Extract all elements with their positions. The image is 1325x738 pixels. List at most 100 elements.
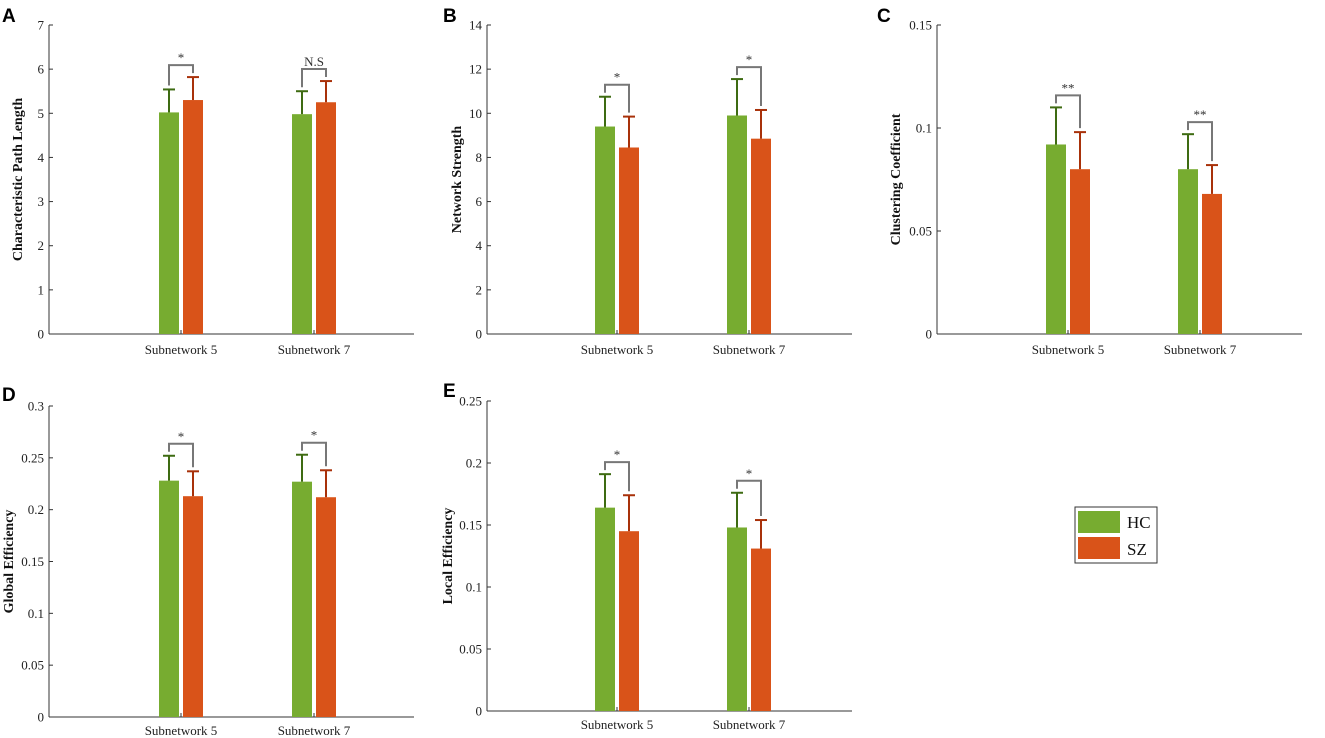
x-tick-label: Subnetwork 7	[713, 717, 786, 732]
y-tick-label: 1	[38, 282, 45, 297]
legend-swatch-sz	[1078, 537, 1120, 559]
bar-sz	[316, 102, 336, 334]
significance-label: *	[746, 466, 753, 481]
significance-bracket	[168, 442, 194, 468]
significance-label: *	[178, 429, 185, 444]
y-tick-label: 0.05	[21, 658, 44, 673]
x-tick-label: Subnetwork 5	[145, 342, 218, 357]
y-tick-label: 0	[926, 327, 933, 342]
y-axis-title: Global Efficiency	[2, 510, 17, 614]
bar-hc	[595, 507, 615, 711]
significance-label: *	[178, 50, 185, 65]
bar-hc	[292, 481, 312, 717]
bar-sz	[1202, 193, 1222, 334]
bar-hc	[727, 527, 747, 711]
panel-b: B 0 2 4 6 8 10 12 14 Network Strength Subnetwork 5…	[443, 6, 852, 357]
y-axis-title: Network Strength	[450, 126, 465, 234]
y-tick-label: 6	[476, 194, 483, 209]
panel-letter-d: D	[2, 385, 16, 406]
y-tick-label: 0.05	[909, 224, 932, 239]
y-tick-label: 0.15	[459, 518, 482, 533]
bar-sz	[751, 138, 771, 334]
bar-hc	[159, 112, 179, 334]
x-tick-label: Subnetwork 5	[1032, 342, 1105, 357]
y-tick-label: 0.2	[466, 456, 482, 471]
panel-e: E 0 0.05 0.1 0.15 0.2 0.25 Local Efficiency Subn…	[441, 381, 852, 732]
y-tick-label: 0	[476, 327, 483, 342]
y-tick-label: 0	[476, 704, 483, 719]
panel-d: D 0 0.05 0.1 0.15 0.2 0.25 0.3 Global Efficiency…	[2, 385, 414, 738]
significance-bracket	[301, 68, 327, 88]
significance-label: *	[311, 428, 318, 443]
panel-letter-c: C	[877, 6, 891, 27]
panel-letter-a: A	[2, 6, 16, 27]
y-tick-label: 0.15	[21, 554, 44, 569]
significance-bracket	[1187, 121, 1213, 162]
panel-c: C 0 0.05 0.1 0.15 Clustering Coefficient Subne…	[877, 6, 1302, 357]
significance-bracket	[168, 64, 194, 86]
bar-hc	[727, 115, 747, 334]
bar-hc	[1046, 144, 1066, 334]
legend: HC SZ	[1074, 506, 1158, 564]
x-tick-label: Subnetwork 7	[278, 342, 351, 357]
y-axis-title: Characteristic Path Length	[11, 98, 26, 262]
x-tick-label: Subnetwork 5	[581, 717, 654, 732]
bar-sz	[751, 548, 771, 711]
y-tick-label: 0.1	[28, 606, 44, 621]
y-tick-label: 0.2	[28, 502, 44, 517]
significance-label: *	[614, 70, 621, 85]
y-tick-label: 4	[476, 238, 483, 253]
y-tick-label: 5	[38, 106, 45, 121]
bar-sz	[183, 496, 203, 717]
bar-sz	[619, 147, 639, 334]
x-tick-label: Subnetwork 7	[713, 342, 786, 357]
bar-hc	[159, 480, 179, 717]
y-tick-label: 7	[38, 18, 45, 33]
y-tick-label: 2	[38, 238, 45, 253]
y-tick-label: 12	[469, 62, 482, 77]
significance-bracket	[736, 479, 762, 517]
y-tick-label: 3	[38, 194, 45, 209]
x-tick-label: Subnetwork 5	[145, 723, 218, 738]
significance-label: *	[614, 447, 621, 462]
significance-bracket	[604, 83, 630, 113]
significance-label: **	[1062, 80, 1075, 95]
y-axis-title: Local Efficiency	[441, 508, 456, 605]
y-tick-label: 14	[469, 18, 483, 33]
bar-sz	[316, 497, 336, 717]
significance-bracket	[604, 461, 630, 492]
y-axis-title: Clustering Coefficient	[889, 113, 904, 245]
y-tick-label: 8	[476, 150, 483, 165]
y-tick-label: 6	[38, 62, 45, 77]
panel-letter-e: E	[443, 381, 456, 402]
y-tick-label: 10	[469, 106, 482, 121]
significance-label: N.S	[304, 54, 324, 69]
panel-a: A 0 1 2 3 4 5 6 7 Characteristic Path Length Subne…	[2, 6, 414, 357]
y-tick-label: 0	[38, 327, 45, 342]
bar-hc	[595, 126, 615, 335]
legend-label-hc: HC	[1127, 513, 1151, 532]
y-tick-label: 0.15	[909, 18, 932, 33]
y-tick-label: 0.1	[916, 121, 932, 136]
y-tick-label: 0.05	[459, 642, 482, 657]
panel-letter-b: B	[443, 6, 457, 27]
y-tick-label: 4	[38, 150, 45, 165]
x-tick-label: Subnetwork 7	[278, 723, 351, 738]
y-tick-label: 0.3	[28, 399, 44, 414]
legend-swatch-hc	[1078, 511, 1120, 533]
bar-hc	[292, 114, 312, 334]
bar-sz	[619, 531, 639, 711]
bar-sz	[1070, 169, 1090, 334]
bar-hc	[1178, 169, 1198, 334]
significance-bracket	[301, 441, 327, 467]
significance-bracket	[736, 66, 762, 106]
y-tick-label: 0	[38, 710, 45, 725]
significance-label: **	[1194, 107, 1207, 122]
significance-label: *	[746, 52, 753, 67]
y-tick-label: 0.1	[466, 580, 482, 595]
legend-label-sz: SZ	[1127, 540, 1147, 559]
y-tick-label: 2	[476, 282, 483, 297]
y-tick-label: 0.25	[21, 450, 44, 465]
